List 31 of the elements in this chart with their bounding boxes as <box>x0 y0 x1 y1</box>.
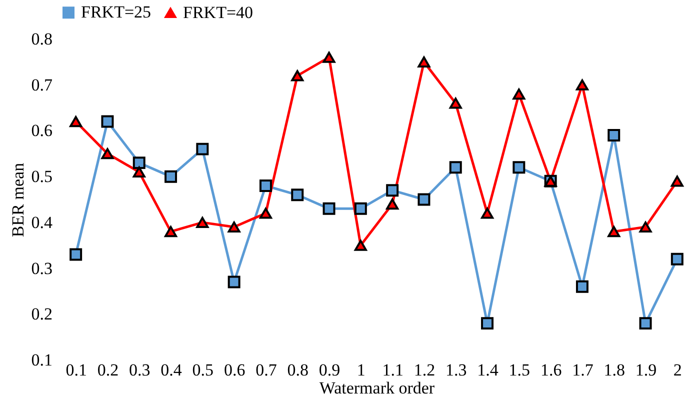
x-tick-label: 1.9 <box>635 360 657 380</box>
legend-label: FRKT=40 <box>183 2 254 22</box>
x-tick-label: 1.7 <box>572 360 594 380</box>
x-tick-label: 0.4 <box>160 360 182 380</box>
x-tick-label: 0.3 <box>129 360 150 380</box>
x-tick-label: 0.2 <box>97 360 119 380</box>
x-tick-label: 0.7 <box>256 360 278 380</box>
y-tick-label: 0.5 <box>31 167 52 186</box>
x-tick-label: 1.3 <box>446 360 467 380</box>
y-tick-label: 0.8 <box>31 30 52 48</box>
y-tick-label: 0.2 <box>31 304 52 324</box>
y-tick-label: 0.3 <box>31 258 52 278</box>
x-tick-label: 0.9 <box>318 360 340 380</box>
x-axis-title: Watermark order <box>319 378 435 398</box>
x-tick-label: 1.4 <box>477 360 499 380</box>
y-tick-label: 0.4 <box>31 212 53 232</box>
x-tick-label: 1 <box>356 360 366 380</box>
y-tick-label: 0.6 <box>31 121 52 140</box>
legend-label: FRKT=25 <box>81 2 152 22</box>
x-tick-label: 0.1 <box>66 360 87 380</box>
x-tick-label: 0.5 <box>192 360 214 380</box>
y-tick-label: 0.7 <box>31 75 53 94</box>
x-tick-label: 0.8 <box>287 360 308 380</box>
x-tick-label: 1.2 <box>414 360 436 380</box>
x-tick-label: 0.6 <box>224 360 246 380</box>
x-tick-label: 1.6 <box>540 360 562 380</box>
x-tick-label: 1.5 <box>508 360 530 380</box>
y-axis-title: BER mean <box>8 162 28 238</box>
x-tick-label: 1.1 <box>382 360 404 380</box>
x-tick-label: 1.8 <box>604 360 625 380</box>
x-tick-label: 2 <box>673 360 682 380</box>
